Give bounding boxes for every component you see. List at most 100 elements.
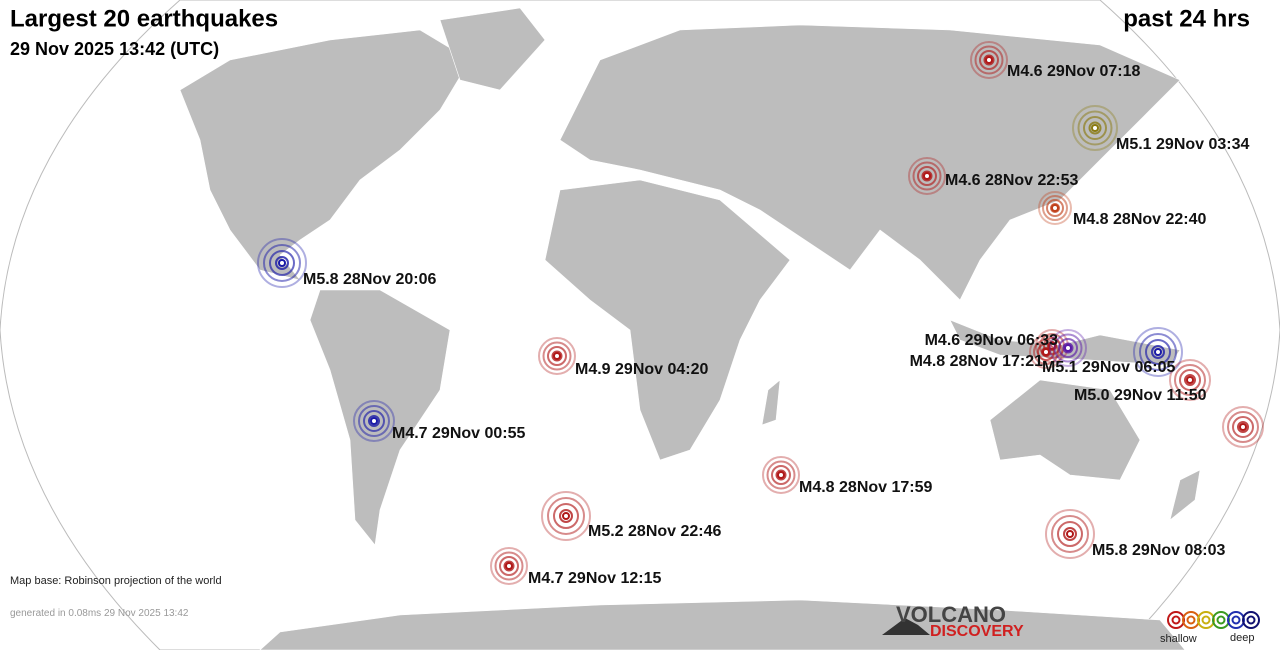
quake-ring — [490, 547, 528, 585]
quake-marker — [490, 547, 528, 585]
quake-ring — [503, 560, 515, 572]
quake-ring — [353, 400, 395, 442]
quake-ring — [1072, 105, 1118, 151]
quake-core — [505, 562, 513, 570]
quake-ring — [1057, 521, 1083, 547]
quake-core — [923, 172, 931, 180]
quake-label: M4.9 29Nov 04:20 — [575, 361, 709, 378]
quake-ring — [263, 244, 301, 282]
legend-shallow: shallow — [1160, 633, 1197, 645]
quake-core — [562, 512, 570, 520]
legend-deep: deep — [1230, 632, 1254, 644]
title: Largest 20 earthquakes — [10, 5, 278, 32]
quake-marker — [1049, 329, 1087, 367]
legend: shallow deep — [1160, 611, 1260, 645]
quake-ring — [1037, 343, 1055, 361]
australia — [989, 379, 1141, 481]
quake-label: M5.1 29Nov 06:05 — [1042, 359, 1176, 376]
quake-ring — [983, 54, 995, 66]
legend-ring-inner — [1231, 615, 1241, 625]
quake-ring — [1222, 406, 1264, 448]
quake-ring — [1133, 327, 1183, 377]
south-america — [309, 289, 451, 546]
quake-label: M4.8 28Nov 17:21 — [910, 353, 1044, 370]
quake-ring — [1184, 374, 1196, 386]
quake-ring — [363, 410, 385, 432]
legend-ring-inner — [1246, 615, 1256, 625]
quake-ring — [547, 497, 585, 535]
quake-ring — [1038, 191, 1072, 225]
quake-label: M5.8 28Nov 20:06 — [303, 271, 437, 288]
quake-label: M4.8 28Nov 22:40 — [1073, 211, 1207, 228]
logo-line1: VOLCANO — [896, 602, 1006, 627]
quake-ring — [269, 250, 295, 276]
quake-ring — [1063, 527, 1077, 541]
quake-ring — [275, 256, 289, 270]
greenland — [439, 7, 546, 91]
quake-ring — [1051, 515, 1089, 553]
legend-ring-inner — [1171, 615, 1181, 625]
quake-core — [370, 417, 378, 425]
quake-ring — [551, 350, 563, 362]
quake-ring — [908, 157, 946, 195]
quake-ring — [1151, 345, 1165, 359]
quake-ring — [358, 405, 390, 437]
quake-core — [985, 56, 993, 64]
quake-ring — [974, 45, 1004, 75]
period: past 24 hrs — [1123, 5, 1250, 32]
quake-core — [777, 471, 785, 479]
quake-marker — [1045, 509, 1095, 559]
antarctica — [259, 599, 1186, 650]
quake-ring — [979, 50, 999, 70]
quake-marker — [1169, 359, 1211, 401]
legend-ring-inner — [1186, 615, 1196, 625]
quake-label: M5.8 29Nov 08:03 — [1092, 542, 1226, 559]
quake-ring — [970, 41, 1008, 79]
quake-marker — [257, 238, 307, 288]
quake-ring — [1077, 110, 1113, 146]
quake-ring — [917, 166, 937, 186]
quake-core — [1186, 376, 1194, 384]
quake-ring — [1062, 342, 1074, 354]
quake-label: M4.8 28Nov 17:59 — [799, 479, 933, 496]
quake-ring — [1083, 116, 1107, 140]
quake-ring — [368, 415, 380, 427]
quake-marker — [353, 400, 395, 442]
quake-label: M4.7 29Nov 00:55 — [392, 425, 526, 442]
quake-label: M4.7 29Nov 12:15 — [528, 570, 662, 587]
quake-ring — [1033, 339, 1059, 365]
quake-ring — [1029, 335, 1063, 369]
quake-ring — [771, 465, 791, 485]
quake-marker — [1029, 335, 1063, 369]
new-zealand — [1169, 469, 1201, 521]
quake-ring — [1232, 416, 1254, 438]
land — [179, 7, 1201, 650]
quake-core — [1042, 348, 1050, 356]
generated-note: generated in 0.08ms 29 Nov 2025 13:42 — [10, 608, 189, 619]
quake-ring — [1179, 369, 1201, 391]
madagascar — [761, 379, 781, 426]
quake-ring — [542, 341, 572, 371]
quake-core — [553, 352, 561, 360]
legend-ring-inner — [1201, 615, 1211, 625]
quake-ring — [1088, 121, 1102, 135]
quake-core — [1051, 204, 1059, 212]
logo-volcano — [882, 618, 930, 635]
quake-ring — [538, 337, 576, 375]
quake-ring — [1237, 421, 1249, 433]
legend-ring — [1242, 611, 1260, 629]
quake-label: M5.0 29Nov 11:50 — [1074, 387, 1207, 404]
quake-ring — [775, 469, 787, 481]
quake-ring — [499, 556, 519, 576]
quake-ring — [553, 503, 579, 529]
quake-marker — [970, 41, 1008, 79]
quake-ring — [1139, 333, 1177, 371]
quake-marker — [908, 157, 946, 195]
quake-core — [278, 259, 286, 267]
quake-ring — [1042, 195, 1068, 221]
quake-ring — [547, 346, 567, 366]
quake-label: M4.6 29Nov 07:18 — [1007, 63, 1141, 80]
quake-core — [1066, 530, 1074, 538]
quake-layer: M4.6 29Nov 07:18 M5.1 29Nov 03:34 M4.6 28N… — [257, 41, 1264, 587]
